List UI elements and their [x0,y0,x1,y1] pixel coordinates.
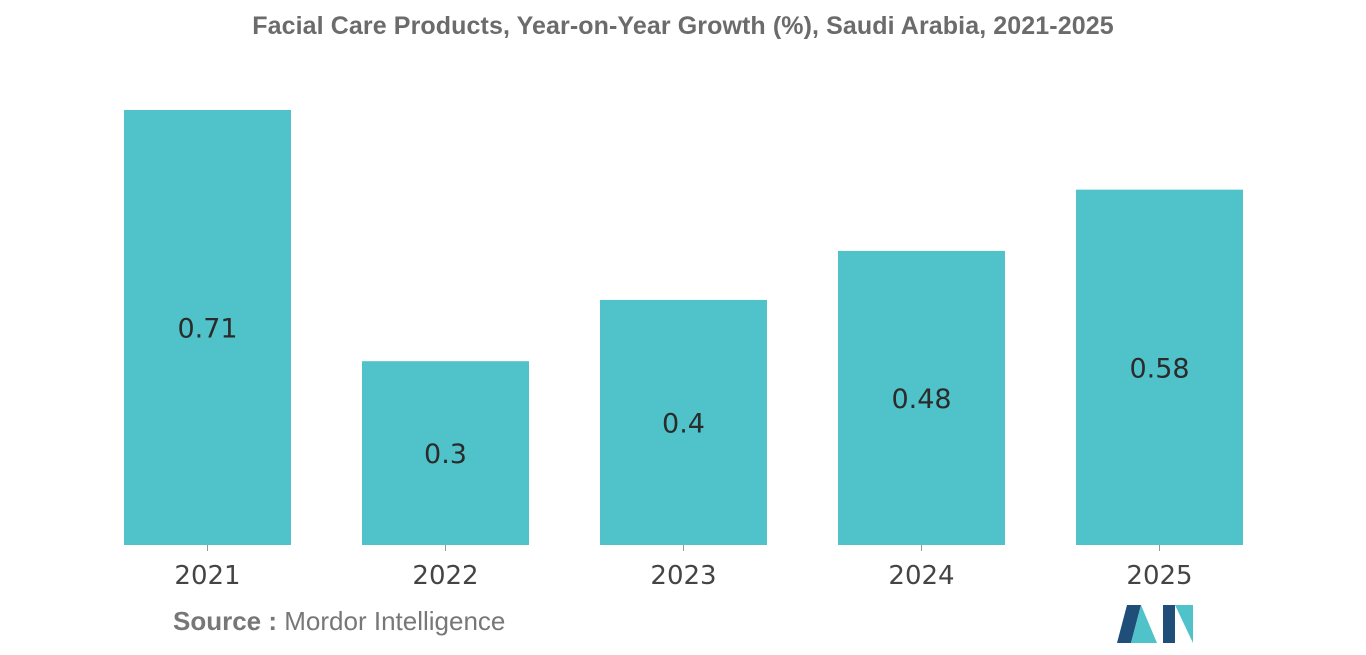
chart-title: Facial Care Products, Year-on-Year Growt… [252,12,1114,40]
source-value: Mordor Intelligence [284,606,506,636]
bar-2021 [124,110,291,545]
data-label-2021: 0.71 [177,314,237,345]
bar-2025 [1076,189,1243,545]
bar-chart: 0.71 2021 0.3 2022 0.4 2023 0.48 2024 0.58 2025 [124,110,1243,591]
x-tick-label-2022: 2022 [412,561,478,591]
x-tick-label-2023: 2023 [650,561,716,591]
logo-middle-shape [1131,605,1157,643]
x-tick-label-2024: 2024 [888,561,954,591]
x-tick-label-2021: 2021 [174,561,240,591]
data-label-2024: 0.48 [891,384,951,415]
logo-right-bar [1163,605,1175,643]
bar-2023 [600,299,767,545]
mordor-logo-icon [1117,605,1193,643]
source-label: Source : [173,606,278,636]
bar-2024 [838,250,1005,545]
data-label-2022: 0.3 [424,439,467,470]
logo-right-shape [1175,605,1193,643]
logo-left-shape [1117,605,1141,643]
bar-2022 [362,361,529,545]
data-label-2023: 0.4 [662,408,705,439]
data-label-2025: 0.58 [1129,353,1189,384]
x-tick-label-2025: 2025 [1126,561,1192,591]
source-note: Source : Mordor Intelligence [173,606,505,637]
